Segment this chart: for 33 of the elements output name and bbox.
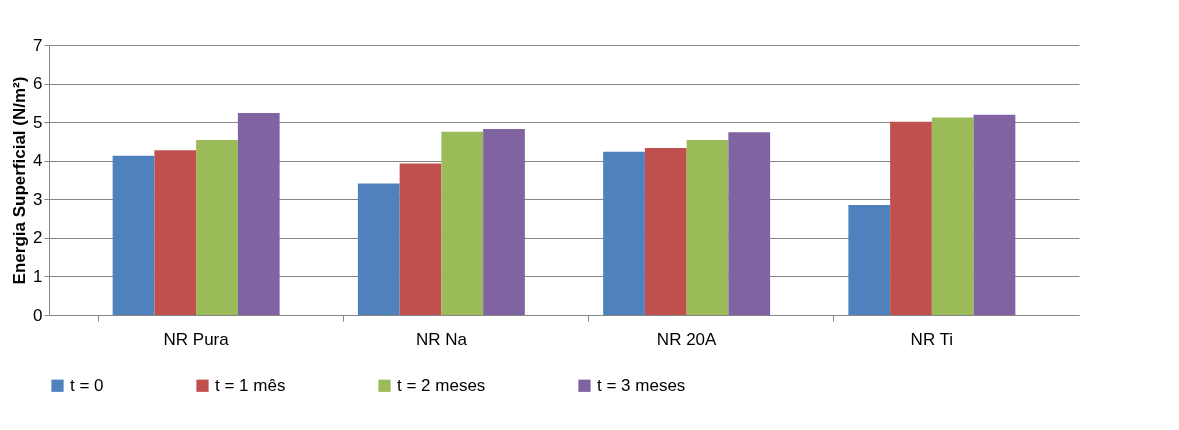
legend-label: t = 3 meses [597,375,686,395]
bar [112,155,155,315]
y-tick-label: 3 [33,189,43,209]
bar [973,114,1016,315]
bar [848,205,891,315]
bar [728,132,771,315]
y-tick-label: 6 [33,74,43,94]
y-tick-label: 1 [33,266,43,286]
x-tick-label: NR Na [415,329,468,349]
bar [686,139,729,315]
y-tick-label: 4 [33,151,43,171]
legend-label: t = 1 mês [215,375,286,395]
x-tick-label: NR 20A [656,329,718,349]
bar [644,147,687,315]
y-axis-title: Energia Superficial (N/m²) [10,76,30,285]
y-tick-label: 5 [33,112,43,132]
bar [441,131,484,315]
bar [357,183,400,315]
legend-label: t = 0 [70,375,104,395]
x-tick-label: NR Pura [163,329,230,349]
x-tick-label: NR Ti [910,329,954,349]
y-tick-label: 0 [33,305,43,325]
bar [483,129,525,315]
legend-label: t = 2 meses [397,375,486,395]
y-tick-label: 2 [33,228,43,248]
bar [237,112,280,315]
bar [931,117,974,315]
bar [399,163,442,315]
y-tick-label: 7 [33,35,43,55]
bar [603,151,645,315]
bar [196,139,238,315]
bar [890,121,932,315]
bar [154,150,197,315]
